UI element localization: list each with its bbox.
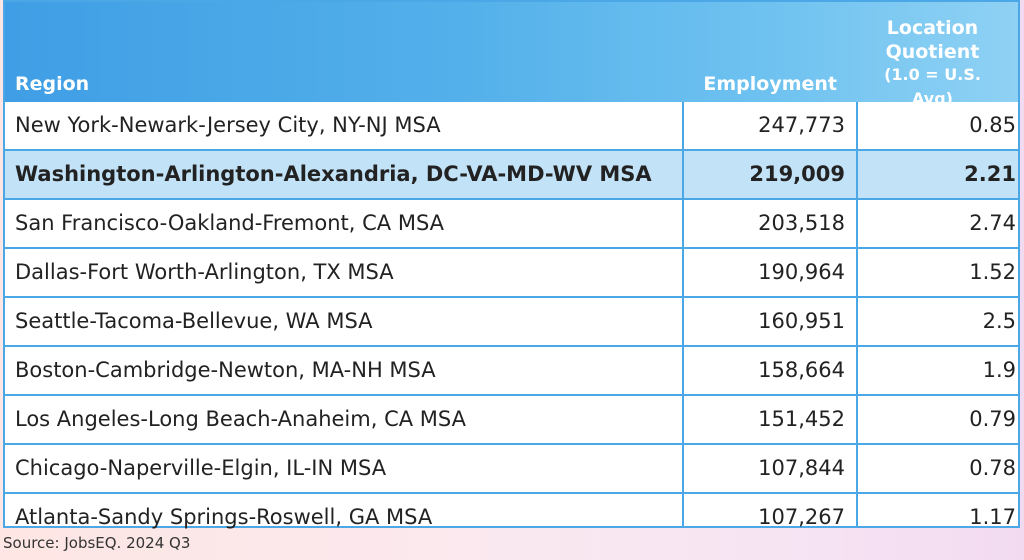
table-header: Region Employment Location Quotient (1.0… bbox=[5, 2, 1018, 108]
table-row: Seattle-Tacoma-Bellevue, WA MSA 160,951 2.… bbox=[5, 298, 1018, 347]
location-quotient-cell: 0.78 bbox=[969, 456, 1016, 480]
region-cell: Boston-Cambridge-Newton, MA-NH MSA bbox=[15, 358, 436, 382]
region-cell: Seattle-Tacoma-Bellevue, WA MSA bbox=[15, 309, 373, 333]
location-quotient-cell: 1.52 bbox=[969, 260, 1016, 284]
employment-cell: 107,267 bbox=[758, 505, 845, 529]
header-location-quotient: Location Quotient (1.0 = U.S. Avg) bbox=[861, 16, 1004, 111]
region-cell: Dallas-Fort Worth-Arlington, TX MSA bbox=[15, 260, 394, 284]
employment-cell: 219,009 bbox=[749, 162, 845, 186]
region-cell: New York-Newark-Jersey City, NY-NJ MSA bbox=[15, 113, 441, 137]
region-cell: Washington-Arlington-Alexandria, DC-VA-M… bbox=[15, 162, 652, 186]
header-region: Region bbox=[15, 73, 90, 95]
header-lq-title: Location Quotient bbox=[885, 17, 980, 63]
source-note: Source: JobsEQ. 2024 Q3 bbox=[3, 534, 191, 552]
table-row: Boston-Cambridge-Newton, MA-NH MSA 158,66… bbox=[5, 347, 1018, 396]
data-table: Region Employment Location Quotient (1.0… bbox=[3, 0, 1020, 529]
column-divider bbox=[856, 102, 858, 526]
region-cell: Chicago-Naperville-Elgin, IL-IN MSA bbox=[15, 456, 387, 480]
region-cell: San Francisco-Oakland-Fremont, CA MSA bbox=[15, 211, 445, 235]
table-row: Chicago-Naperville-Elgin, IL-IN MSA 107,8… bbox=[5, 445, 1018, 494]
table-row: Washington-Arlington-Alexandria, DC-VA-M… bbox=[5, 151, 1018, 200]
employment-cell: 160,951 bbox=[758, 309, 845, 333]
location-quotient-cell: 0.79 bbox=[969, 407, 1016, 431]
table-row: Los Angeles-Long Beach-Anaheim, CA MSA 15… bbox=[5, 396, 1018, 445]
region-cell: Los Angeles-Long Beach-Anaheim, CA MSA bbox=[15, 407, 466, 431]
header-employment: Employment bbox=[703, 73, 837, 95]
table-body: New York-Newark-Jersey City, NY-NJ MSA 24… bbox=[5, 102, 1018, 541]
table-row: New York-Newark-Jersey City, NY-NJ MSA 24… bbox=[5, 102, 1018, 151]
location-quotient-cell: 2.5 bbox=[982, 309, 1016, 333]
table-row: San Francisco-Oakland-Fremont, CA MSA 203… bbox=[5, 200, 1018, 249]
location-quotient-cell: 0.85 bbox=[969, 113, 1016, 137]
location-quotient-cell: 1.17 bbox=[969, 505, 1016, 529]
column-divider bbox=[682, 102, 684, 526]
employment-cell: 247,773 bbox=[758, 113, 845, 137]
employment-cell: 151,452 bbox=[758, 407, 845, 431]
employment-cell: 203,518 bbox=[758, 211, 845, 235]
header-lq-note: (1.0 = U.S. Avg) bbox=[884, 65, 981, 108]
employment-cell: 158,664 bbox=[758, 358, 845, 382]
location-quotient-cell: 2.21 bbox=[964, 162, 1016, 186]
table-row: Dallas-Fort Worth-Arlington, TX MSA 190,9… bbox=[5, 249, 1018, 298]
employment-cell: 190,964 bbox=[758, 260, 845, 284]
region-cell: Atlanta-Sandy Springs-Roswell, GA MSA bbox=[15, 505, 433, 529]
location-quotient-cell: 2.74 bbox=[969, 211, 1016, 235]
employment-cell: 107,844 bbox=[758, 456, 845, 480]
table-row: Atlanta-Sandy Springs-Roswell, GA MSA 107… bbox=[5, 494, 1018, 541]
location-quotient-cell: 1.9 bbox=[982, 358, 1016, 382]
